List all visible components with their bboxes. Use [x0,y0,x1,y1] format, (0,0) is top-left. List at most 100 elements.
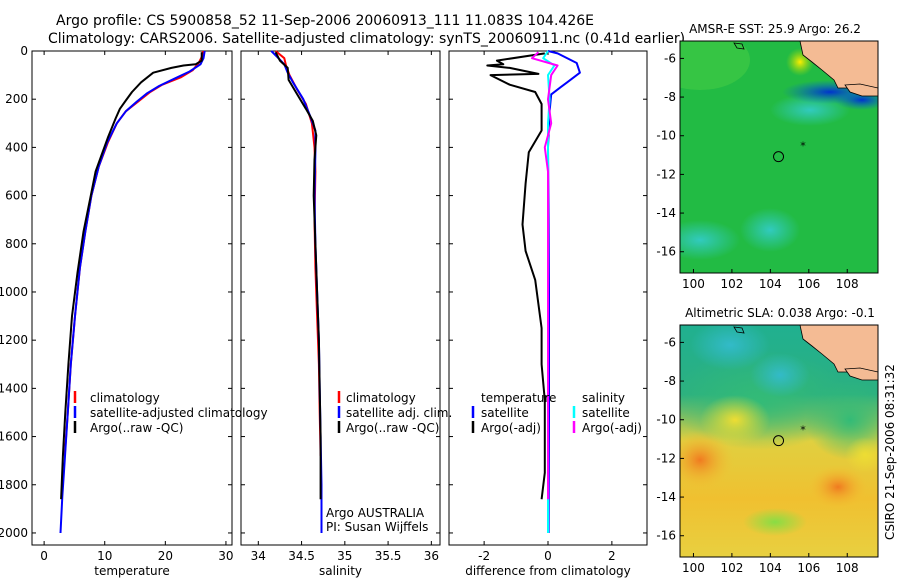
legend-label-climatology: climatology [90,391,160,405]
island-outline [733,42,745,50]
series-line-temperature-argo-adj- [486,52,546,500]
star-marker: * [800,423,806,436]
sst-cool-patch [740,208,800,252]
map-x-tick-label: 106 [797,561,820,575]
y-tick-label: 1800 [0,478,28,492]
x-tick-label: 2 [608,549,616,563]
x-tick-label: 35.5 [375,549,402,563]
sumatra-land [784,325,878,373]
sla-high-patch [680,430,734,490]
sst-map-ticks: 100 102 104 106 108 -6 -8 -10 -12 -14 -16 [656,51,858,291]
sla-lime-patch [743,508,807,536]
map-y-tick-label: -12 [656,167,676,181]
figure-title-line1: Argo profile: CS 5900858_52 11-Sep-2006 … [56,13,594,29]
legend-title-temperature: temperature [481,391,556,405]
y-tick-label: 200 [5,92,28,106]
series-line-argo-raw-qc- [60,52,203,500]
temperature-axes-frame [31,50,233,546]
sla-map-title: Altimetric SLA: 0.038 Argo: -0.1 [685,306,875,320]
y-tick-label: 0 [20,44,28,58]
x-tick-label: 30 [218,549,233,563]
map-y-tick-label: -12 [656,451,676,465]
x-tick-label: 36 [424,549,439,563]
legend-label-temperature-satellite: satellite [481,406,529,420]
sst-warm-patch [680,41,750,90]
figure-title-line2: Climatology: CARS2006. Satellite-adjuste… [48,31,685,47]
map-y-tick-label: -6 [664,51,676,65]
y-tick-label: 600 [5,189,28,203]
sla-high-patch [808,465,868,509]
map-y-tick-label: -6 [664,335,676,349]
y-tick-label: 800 [5,237,28,251]
map-x-tick-label: 104 [759,561,782,575]
map-x-tick-label: 104 [759,277,782,291]
y-tick-label: 2000 [0,526,28,540]
argo-float-marker [773,151,785,163]
map-x-tick-label: 102 [720,277,743,291]
sst-map: AMSR-E SST: 25.9 Argo: 26.2 * 100 102 104 1… [656,22,879,291]
legend-label-satellite: satellite-adjusted climatology [90,406,268,420]
legend-label-climatology: climatology [346,391,416,405]
x-tick-label: 0 [40,549,48,563]
map-y-tick-label: -10 [656,413,676,427]
temperature-legend: climatology satellite-adjusted climatolo… [73,391,268,435]
map-x-tick-label: 108 [836,277,859,291]
series-line-argo-raw-qc- [274,51,322,500]
sla-map: Altimetric SLA: 0.038 Argo: -0.1 * 100 10… [656,306,879,575]
sla-map-ticks: 100 102 104 106 108 -6 -8 -10 -12 -14 -16 [656,335,858,575]
sla-yellow-patch [845,437,878,473]
map-y-tick-label: -8 [664,374,676,388]
java-land [844,367,878,381]
temperature-panel: 0 10 20 30 0 200 400 600 800 1000 1200 1400 1600 1800… [0,44,234,578]
legend-label-temperature-argo: Argo(-adj) [481,421,541,435]
x-tick-label: 34.5 [288,549,315,563]
sst-map-frame [679,40,879,274]
map-y-tick-label: -8 [664,90,676,104]
sla-cyan-patch [750,353,810,397]
temperature-xlabel: temperature [94,564,169,578]
star-marker: * [800,139,806,152]
java-land [844,83,878,97]
argo-float-marker [773,435,785,447]
salinity-axes-frame [240,50,441,546]
map-x-tick-label: 100 [682,277,705,291]
map-y-tick-label: -14 [656,490,676,504]
x-tick-label: 0 [544,549,552,563]
map-y-tick-label: -16 [656,529,676,543]
series-line-temperature-satellite [547,50,581,534]
sla-cyan-patch [690,325,770,370]
x-tick-label: -2 [478,549,490,563]
sla-map-frame [679,324,879,558]
y-tick-label: 1400 [0,381,28,395]
annotation-pi: PI: Susan Wijffels [326,520,428,534]
salinity-xlabel: salinity [319,564,362,578]
difference-xlabel: difference from climatology [465,564,631,578]
series-line-satellite-adjusted-climatology [59,50,206,534]
salinity-legend: climatology satellite adj. clim. Argo(..… [326,391,452,534]
y-tick-label: 1600 [0,430,28,444]
difference-legend: temperature satellite Argo(-adj) salinit… [471,391,642,435]
legend-label-salinity-argo: Argo(-adj) [582,421,642,435]
sst-map-title: AMSR-E SST: 25.9 Argo: 26.2 [689,22,861,36]
csiro-timestamp: CSIRO 21-Sep-2006 08:31:32 [883,364,897,540]
x-tick-label: 20 [158,549,173,563]
x-tick-label: 10 [97,549,112,563]
map-x-tick-label: 106 [797,277,820,291]
salinity-panel: 34 34.5 35 35.5 36 salinity [240,50,441,578]
legend-title-salinity: salinity [582,391,625,405]
x-tick-label: 35 [337,549,352,563]
legend-label-argo: Argo(..raw -QC) [346,421,439,435]
island-outline [733,326,745,334]
legend-label-salinity-satellite: satellite [582,406,630,420]
annotation-argo-australia: Argo AUSTRALIA [326,506,425,520]
sla-yellow-patch [700,395,770,445]
legend-label-satellite: satellite adj. clim. [346,406,452,420]
sumatra-land [784,41,878,89]
map-x-tick-label: 100 [682,561,705,575]
series-line-climatology [274,50,322,456]
map-y-tick-label: -14 [656,206,676,220]
x-tick-label: 34 [251,549,266,563]
sst-cool-patch [680,220,740,260]
